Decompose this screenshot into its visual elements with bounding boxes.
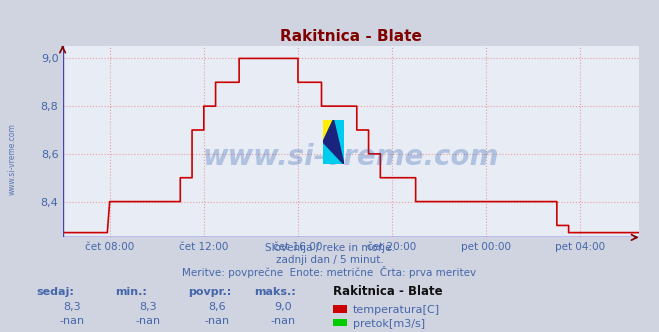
Text: -nan: -nan xyxy=(271,316,296,326)
Polygon shape xyxy=(323,120,344,164)
Text: povpr.:: povpr.: xyxy=(188,288,231,297)
Text: sedaj:: sedaj: xyxy=(36,288,74,297)
Text: 8,3: 8,3 xyxy=(140,302,157,312)
Text: Rakitnica - Blate: Rakitnica - Blate xyxy=(333,286,442,298)
Text: 9,0: 9,0 xyxy=(275,302,292,312)
Text: min.:: min.: xyxy=(115,288,147,297)
Text: maks.:: maks.: xyxy=(254,288,295,297)
Text: 8,6: 8,6 xyxy=(209,302,226,312)
Text: pretok[m3/s]: pretok[m3/s] xyxy=(353,319,424,329)
Polygon shape xyxy=(323,120,333,142)
Text: www.si-vreme.com: www.si-vreme.com xyxy=(8,124,17,195)
Text: Meritve: povprečne  Enote: metrične  Črta: prva meritev: Meritve: povprečne Enote: metrične Črta:… xyxy=(183,266,476,278)
Text: Slovenija / reke in morje.: Slovenija / reke in morje. xyxy=(264,243,395,253)
Text: temperatura[C]: temperatura[C] xyxy=(353,305,440,315)
Title: Rakitnica - Blate: Rakitnica - Blate xyxy=(280,29,422,44)
Text: -nan: -nan xyxy=(136,316,161,326)
Text: -nan: -nan xyxy=(205,316,230,326)
Text: -nan: -nan xyxy=(60,316,85,326)
Text: 8,3: 8,3 xyxy=(64,302,81,312)
Text: zadnji dan / 5 minut.: zadnji dan / 5 minut. xyxy=(275,255,384,265)
Polygon shape xyxy=(323,120,344,164)
Text: www.si-vreme.com: www.si-vreme.com xyxy=(203,143,499,171)
